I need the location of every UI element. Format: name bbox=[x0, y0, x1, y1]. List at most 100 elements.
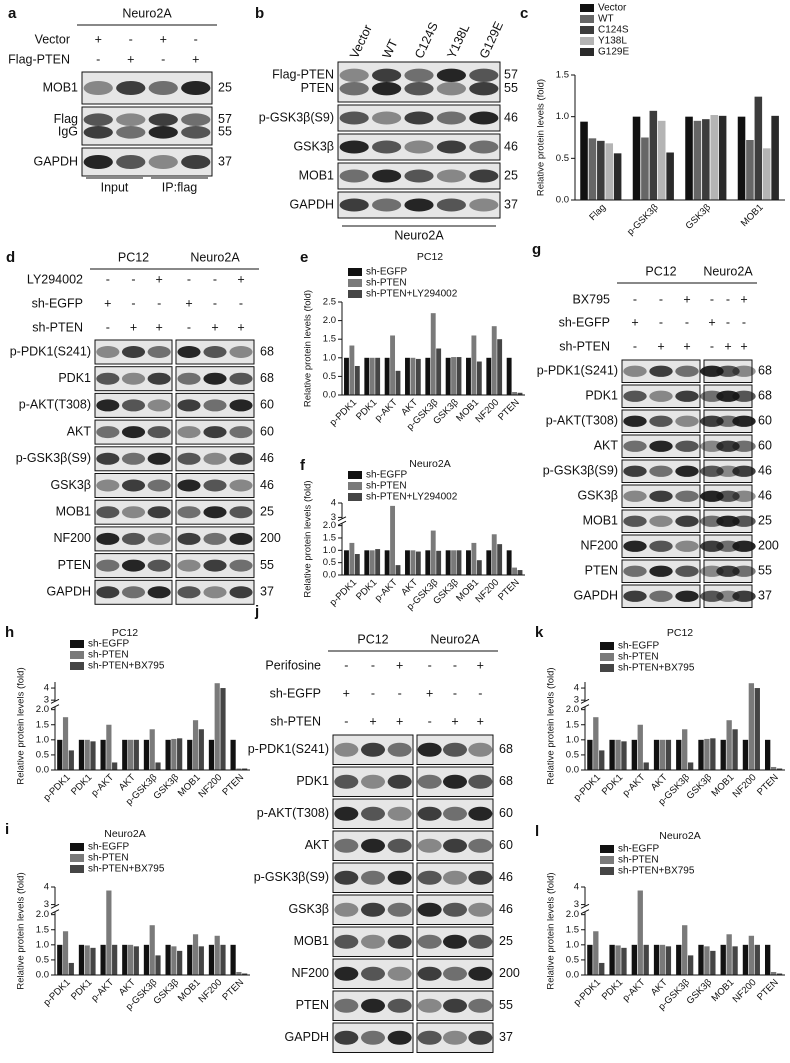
blot-band bbox=[361, 934, 385, 949]
bar bbox=[230, 944, 236, 975]
y-tick-label: 0.0 bbox=[323, 570, 336, 581]
blot-band bbox=[732, 540, 756, 552]
row-label: AKT bbox=[594, 439, 619, 453]
blot-band bbox=[387, 870, 412, 885]
bar bbox=[405, 357, 410, 395]
blot-band bbox=[468, 806, 493, 821]
treatment-sign: - bbox=[478, 686, 482, 700]
y-tick-label: 3 bbox=[331, 512, 336, 523]
bar bbox=[349, 542, 355, 575]
blot-band bbox=[716, 440, 740, 452]
bar bbox=[517, 570, 523, 575]
treatment-sign: - bbox=[371, 658, 375, 672]
blot-band bbox=[417, 742, 442, 757]
legend-swatch bbox=[600, 642, 614, 650]
bar bbox=[748, 935, 755, 975]
blot-band bbox=[468, 998, 493, 1013]
lane-label: Y138L bbox=[444, 22, 472, 61]
treatment-label: LY294002 bbox=[27, 272, 83, 286]
mw-label: 55 bbox=[504, 81, 518, 95]
blot-band bbox=[649, 365, 673, 377]
treatment-sign: + bbox=[683, 292, 690, 306]
mw-label: 46 bbox=[499, 902, 513, 916]
x-tick-label: GSK3β bbox=[684, 202, 714, 232]
y-tick-label: 2.0 bbox=[36, 704, 49, 715]
axis-break bbox=[50, 909, 60, 915]
blot-band bbox=[623, 490, 647, 502]
bar bbox=[344, 550, 349, 575]
chart-title: PC12 bbox=[112, 627, 138, 639]
blot-band bbox=[229, 479, 253, 492]
blot-band bbox=[649, 565, 673, 577]
blot-band bbox=[177, 346, 201, 358]
blot-band bbox=[675, 365, 699, 377]
bar bbox=[506, 357, 512, 395]
y-tick-label: 4 bbox=[574, 882, 579, 893]
panel-label: j bbox=[254, 603, 259, 620]
blot-band bbox=[468, 1030, 493, 1045]
bar bbox=[580, 121, 588, 200]
legend-label: sh-PTEN bbox=[88, 650, 129, 661]
mw-label: 60 bbox=[260, 424, 274, 438]
blot-band bbox=[96, 452, 120, 465]
blot-band bbox=[417, 1030, 442, 1045]
mw-label: 46 bbox=[758, 464, 772, 478]
blot-band bbox=[96, 559, 120, 572]
treatment-sign: + bbox=[237, 320, 244, 334]
treatment-sign: + bbox=[477, 714, 484, 728]
blot-band bbox=[372, 169, 402, 183]
blot-band bbox=[334, 934, 359, 949]
y-tick-label: 0.0 bbox=[556, 195, 569, 206]
mw-label: 46 bbox=[504, 110, 518, 124]
blot-band bbox=[147, 559, 171, 572]
x-tick-label: NF200 bbox=[473, 577, 501, 605]
chart-title: Neuro2A bbox=[409, 458, 450, 470]
treatment-sign: + bbox=[156, 320, 163, 334]
blot-band bbox=[121, 479, 146, 492]
blot-band bbox=[96, 506, 120, 519]
legend-swatch bbox=[348, 482, 362, 490]
panel-label: g bbox=[532, 241, 541, 258]
mw-label: 60 bbox=[499, 806, 513, 820]
bar bbox=[410, 357, 416, 395]
x-tick-label: p-PDK1 bbox=[41, 772, 72, 803]
y-tick-label: 4 bbox=[331, 498, 336, 509]
bar bbox=[344, 357, 349, 395]
blot-band bbox=[387, 838, 412, 853]
mw-label: 46 bbox=[504, 139, 518, 153]
blot-band bbox=[443, 902, 467, 917]
blot-band bbox=[203, 506, 227, 519]
bar bbox=[710, 115, 719, 200]
x-tick-label: p-PDK1 bbox=[572, 977, 603, 1008]
blot-band bbox=[372, 140, 402, 154]
x-tick-label: p-AKT bbox=[621, 772, 648, 799]
blot-band bbox=[387, 806, 412, 821]
bar bbox=[133, 946, 139, 975]
blot-band bbox=[732, 590, 756, 602]
bar bbox=[732, 946, 738, 975]
bar bbox=[198, 946, 204, 975]
y-tick-label: 0.0 bbox=[323, 390, 336, 401]
bar bbox=[100, 944, 106, 975]
blot-band bbox=[443, 806, 467, 821]
bar bbox=[375, 357, 381, 395]
bar bbox=[754, 944, 760, 975]
bar bbox=[659, 944, 666, 975]
y-tick-label: 2.0 bbox=[566, 909, 579, 920]
bar bbox=[112, 762, 118, 770]
row-label: p-PDK1(S241) bbox=[248, 742, 329, 756]
mw-label: 25 bbox=[260, 504, 274, 518]
treatment-label: sh-PTEN bbox=[32, 320, 83, 334]
blot-band bbox=[121, 452, 146, 465]
x-tick-label: GSK3β bbox=[685, 772, 715, 802]
bar bbox=[732, 729, 738, 770]
mw-label: 55 bbox=[218, 125, 232, 139]
legend-label: sh-EGFP bbox=[366, 267, 407, 278]
blot-band bbox=[339, 111, 369, 125]
bar bbox=[149, 925, 155, 975]
bar bbox=[506, 550, 512, 575]
blot-band bbox=[468, 934, 493, 949]
bar bbox=[770, 766, 777, 770]
x-tick-label: p-GSK3β bbox=[625, 202, 661, 238]
blot-band bbox=[147, 426, 171, 439]
